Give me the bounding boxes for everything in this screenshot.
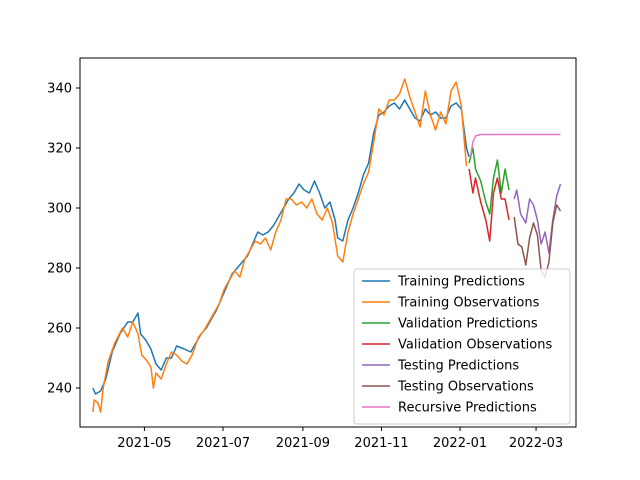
x-tick-label-0: 2021-05 xyxy=(117,436,171,451)
legend-label-0: Training Predictions xyxy=(397,275,525,290)
y-tick-label-1: 260 xyxy=(47,322,72,337)
y-tick-label-0: 240 xyxy=(47,382,72,397)
x-tick-label-4: 2022-01 xyxy=(433,436,487,451)
x-tick-label-5: 2022-03 xyxy=(509,436,563,451)
x-tick-label-1: 2021-07 xyxy=(196,436,250,451)
legend-label-4: Testing Predictions xyxy=(397,359,519,374)
y-tick-label-5: 340 xyxy=(47,82,72,97)
legend-label-5: Testing Observations xyxy=(397,380,534,395)
legend-label-2: Validation Predictions xyxy=(398,317,538,332)
series-line-2 xyxy=(468,147,510,215)
series-line-5 xyxy=(513,204,562,278)
series-line-0 xyxy=(92,99,470,395)
series-line-6 xyxy=(469,133,561,158)
x-axis: 2021-05 2021-07 2021-09 2021-11 2022-01 2022-… xyxy=(117,427,563,451)
x-tick-label-2: 2021-09 xyxy=(276,436,330,451)
y-tick-label-3: 300 xyxy=(47,202,72,217)
plot-area-frame xyxy=(79,57,577,428)
y-axis: 240 260 280 300 320 340 xyxy=(47,82,80,397)
x-tick-label-3: 2021-11 xyxy=(354,436,408,451)
y-tick-label-4: 320 xyxy=(47,142,72,157)
plot-lines xyxy=(92,78,562,413)
legend-label-6: Recursive Predictions xyxy=(398,401,537,416)
legend-label-1: Training Observations xyxy=(397,296,540,311)
series-line-1 xyxy=(92,78,468,413)
legend-label-3: Validation Observations xyxy=(398,338,552,353)
y-tick-label-2: 280 xyxy=(47,262,72,277)
series-line-3 xyxy=(468,168,510,242)
legend: Training Predictions Training Observation… xyxy=(353,268,571,425)
legend-box xyxy=(353,268,571,425)
